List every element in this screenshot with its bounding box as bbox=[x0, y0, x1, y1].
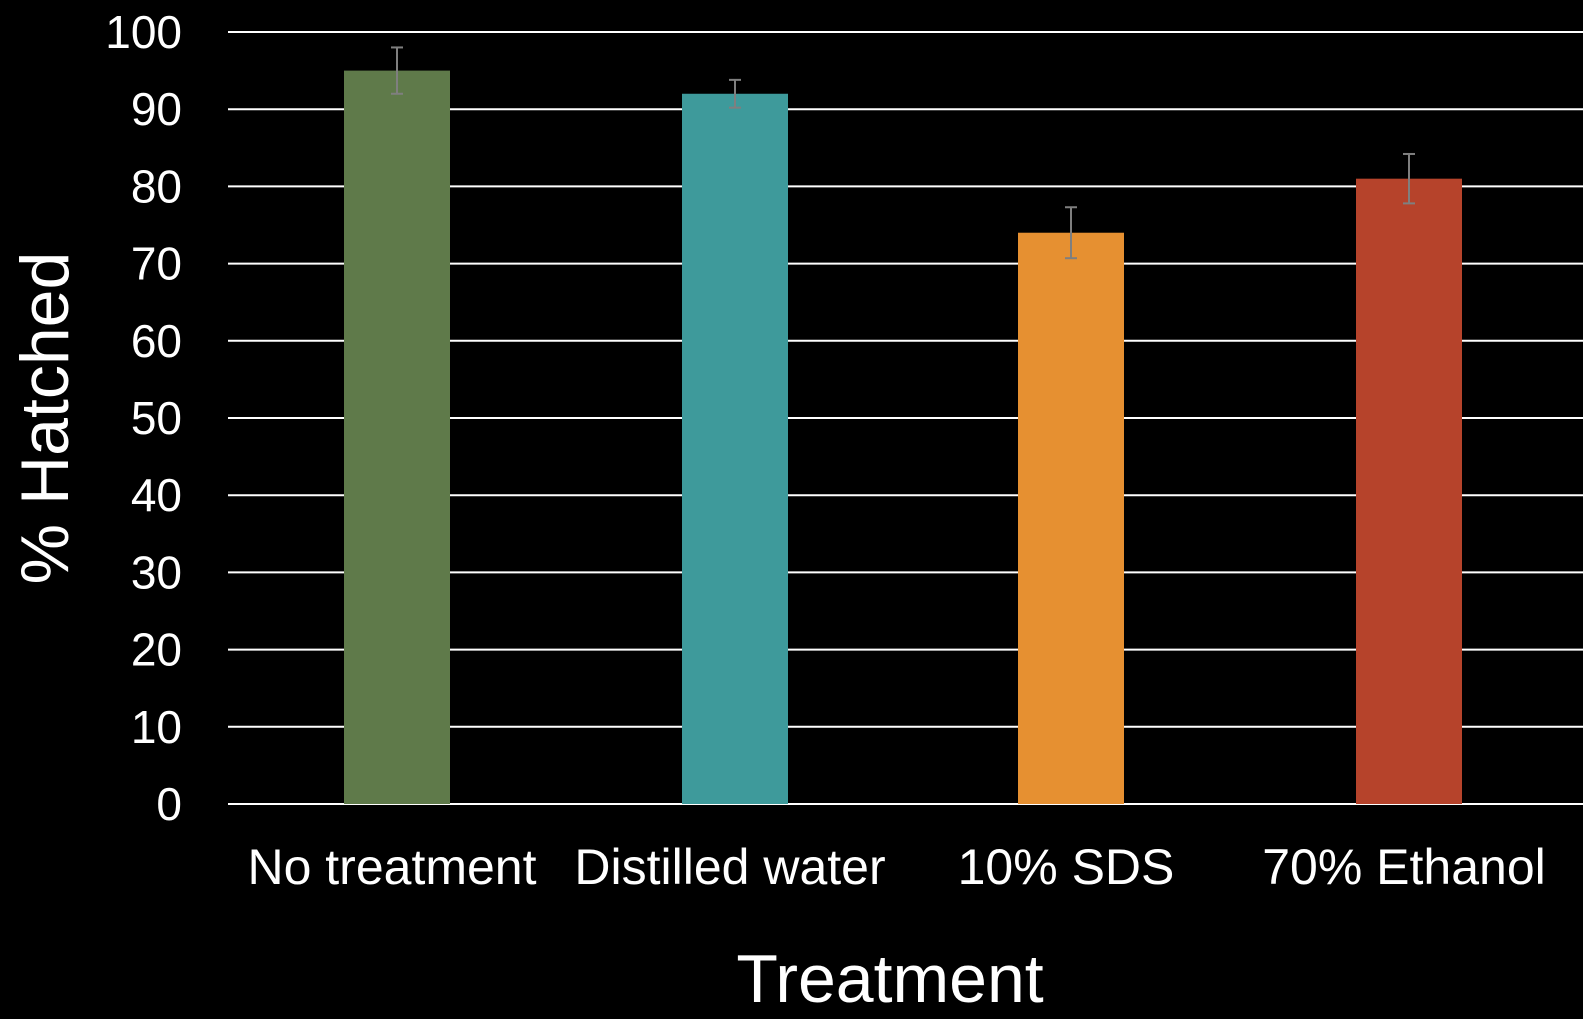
x-category-label: No treatment bbox=[247, 839, 536, 895]
error-bar bbox=[391, 46, 403, 95]
y-tick-label: 0 bbox=[156, 778, 182, 830]
y-tick-label: 90 bbox=[131, 83, 182, 135]
gridlines bbox=[228, 31, 1583, 805]
y-tick-label: 100 bbox=[105, 6, 182, 58]
bar-10-sds bbox=[1018, 232, 1124, 805]
y-tick-label: 40 bbox=[131, 469, 182, 521]
y-axis-tick-labels: 0 10 20 30 40 50 60 70 80 90 100 bbox=[105, 6, 182, 830]
y-tick-label: 10 bbox=[131, 701, 182, 753]
x-axis-title: Treatment bbox=[736, 941, 1043, 1017]
bar-no-treatment bbox=[344, 70, 450, 805]
x-category-label: 10% SDS bbox=[958, 839, 1175, 895]
x-category-label: 70% Ethanol bbox=[1262, 839, 1546, 895]
x-category-label: Distilled water bbox=[574, 839, 885, 895]
y-tick-label: 70 bbox=[131, 238, 182, 290]
error-bar bbox=[1065, 206, 1077, 260]
y-tick-label: 80 bbox=[131, 160, 182, 212]
error-bar bbox=[729, 78, 741, 109]
error-bar bbox=[1403, 152, 1415, 205]
bars bbox=[344, 70, 1462, 805]
x-axis-category-labels: No treatment Distilled water 10% SDS 70% Et… bbox=[247, 839, 1545, 895]
y-tick-label: 30 bbox=[131, 546, 182, 598]
y-axis-title: % Hatched bbox=[7, 252, 83, 585]
bar-distilled-water bbox=[682, 93, 788, 804]
y-tick-label: 60 bbox=[131, 315, 182, 367]
y-tick-label: 20 bbox=[131, 624, 182, 676]
error-bars bbox=[391, 46, 1415, 260]
y-tick-label: 50 bbox=[131, 392, 182, 444]
bar-70-ethanol bbox=[1356, 178, 1462, 804]
